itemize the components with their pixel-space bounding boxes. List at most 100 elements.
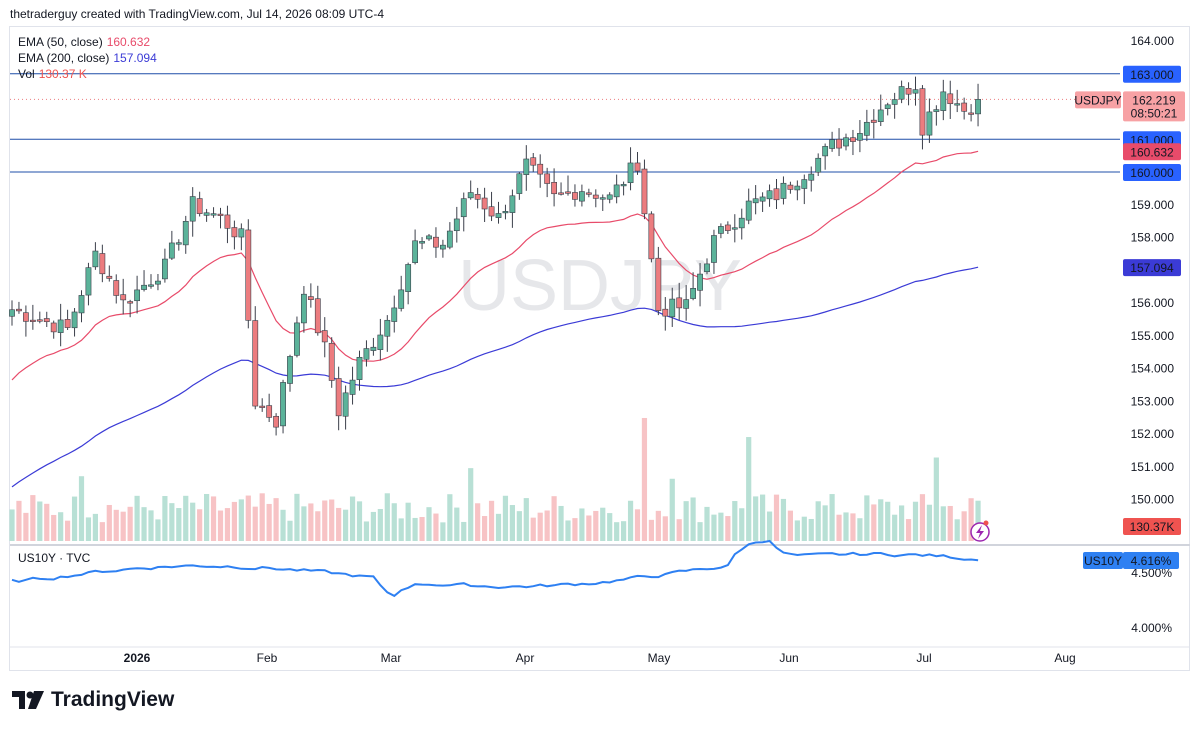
candle[interactable]: [481, 187, 488, 222]
candle[interactable]: [572, 184, 578, 207]
candle[interactable]: [697, 263, 703, 307]
candle[interactable]: [919, 85, 926, 150]
candle[interactable]: [245, 219, 252, 329]
candle[interactable]: [259, 398, 266, 412]
candle[interactable]: [356, 350, 363, 391]
last-price-symbol-badge[interactable]: USDJPY: [1074, 91, 1122, 109]
candle[interactable]: [120, 278, 127, 315]
candle[interactable]: [856, 120, 863, 153]
candle[interactable]: [217, 207, 224, 229]
candle[interactable]: [738, 208, 745, 240]
candle[interactable]: [300, 286, 307, 333]
candle[interactable]: [884, 102, 891, 116]
us10y-legend[interactable]: US10Y · TVC: [18, 550, 90, 566]
candle[interactable]: [578, 184, 585, 207]
ema200-legend[interactable]: EMA (200, close) 157.094: [18, 50, 157, 66]
candle[interactable]: [196, 191, 203, 217]
candle[interactable]: [433, 227, 439, 258]
candle[interactable]: [189, 187, 196, 237]
candle[interactable]: [690, 272, 696, 301]
candle[interactable]: [759, 192, 766, 212]
candle[interactable]: [488, 191, 495, 222]
ema200-line[interactable]: [11, 266, 979, 488]
candle[interactable]: [363, 340, 370, 367]
candle[interactable]: [467, 180, 474, 200]
candle[interactable]: [231, 220, 238, 250]
candle[interactable]: [78, 290, 85, 323]
candle[interactable]: [669, 287, 676, 327]
candle[interactable]: [349, 366, 356, 405]
candle[interactable]: [523, 145, 530, 191]
candle[interactable]: [731, 214, 738, 243]
candle[interactable]: [752, 185, 759, 215]
candle[interactable]: [662, 297, 669, 331]
candle[interactable]: [155, 273, 161, 291]
candle[interactable]: [676, 282, 683, 321]
candle[interactable]: [57, 303, 64, 347]
candle[interactable]: [516, 172, 523, 200]
candle[interactable]: [815, 153, 822, 177]
candle[interactable]: [162, 248, 168, 283]
candle[interactable]: [22, 305, 29, 337]
candle[interactable]: [530, 153, 537, 172]
candle[interactable]: [474, 187, 481, 209]
candle[interactable]: [634, 151, 641, 175]
candle[interactable]: [495, 201, 502, 224]
candle[interactable]: [683, 285, 690, 321]
candle[interactable]: [954, 89, 961, 113]
us10y-line[interactable]: [11, 539, 979, 598]
candle[interactable]: [905, 82, 912, 106]
candle[interactable]: [85, 262, 92, 306]
price-label[interactable]: 160.000: [1123, 164, 1181, 181]
candle[interactable]: [307, 283, 314, 308]
candle[interactable]: [773, 178, 780, 210]
candle[interactable]: [766, 184, 773, 207]
alert-lightning-icon[interactable]: [970, 520, 990, 542]
candle[interactable]: [502, 204, 509, 220]
candle[interactable]: [453, 206, 460, 243]
candle[interactable]: [891, 92, 898, 119]
candle[interactable]: [314, 285, 321, 336]
candle[interactable]: [585, 188, 592, 198]
candle[interactable]: [898, 80, 905, 104]
candle[interactable]: [926, 98, 933, 143]
candle[interactable]: [294, 316, 300, 358]
candle[interactable]: [787, 181, 794, 194]
candle[interactable]: [801, 174, 808, 205]
candle[interactable]: [280, 379, 286, 434]
candle[interactable]: [850, 129, 856, 156]
price-label[interactable]: 157.094: [1123, 259, 1181, 277]
candle[interactable]: [975, 83, 981, 127]
candle[interactable]: [426, 234, 432, 241]
candle[interactable]: [29, 304, 36, 330]
candle[interactable]: [933, 105, 940, 126]
candle[interactable]: [50, 320, 57, 339]
candle[interactable]: [175, 239, 182, 251]
candle[interactable]: [71, 308, 78, 337]
us10y-value-badge[interactable]: 4.616%: [1123, 552, 1179, 569]
us10y-symbol-badge[interactable]: US10Y: [1083, 552, 1123, 569]
ema50-legend[interactable]: EMA (50, close) 160.632: [18, 34, 150, 50]
volume-legend[interactable]: Vol 130.37 K: [18, 66, 87, 82]
candle[interactable]: [794, 180, 801, 201]
candle[interactable]: [592, 189, 599, 208]
candle[interactable]: [829, 131, 835, 152]
candle[interactable]: [224, 205, 231, 244]
candle[interactable]: [655, 246, 662, 316]
candle[interactable]: [940, 79, 947, 121]
candle[interactable]: [134, 275, 140, 314]
candle[interactable]: [613, 174, 620, 204]
candle[interactable]: [537, 154, 544, 188]
candle[interactable]: [724, 221, 731, 235]
candle[interactable]: [391, 295, 398, 333]
candle[interactable]: [544, 167, 551, 198]
candle[interactable]: [113, 274, 120, 304]
candle[interactable]: [843, 133, 849, 151]
candle[interactable]: [92, 242, 99, 270]
candle[interactable]: [238, 223, 245, 251]
candle[interactable]: [704, 258, 710, 275]
candle[interactable]: [9, 300, 15, 326]
candle[interactable]: [43, 311, 50, 328]
